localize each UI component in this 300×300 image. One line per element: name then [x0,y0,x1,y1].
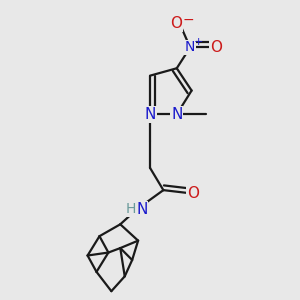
Text: N: N [136,202,148,217]
Text: O: O [210,40,222,55]
Text: O: O [187,186,199,201]
Text: O: O [170,16,182,31]
Text: −: − [182,13,194,27]
Text: N: N [144,107,156,122]
Text: N: N [185,40,195,55]
Text: H: H [126,202,136,216]
Text: N: N [171,107,182,122]
Text: +: + [194,37,203,47]
